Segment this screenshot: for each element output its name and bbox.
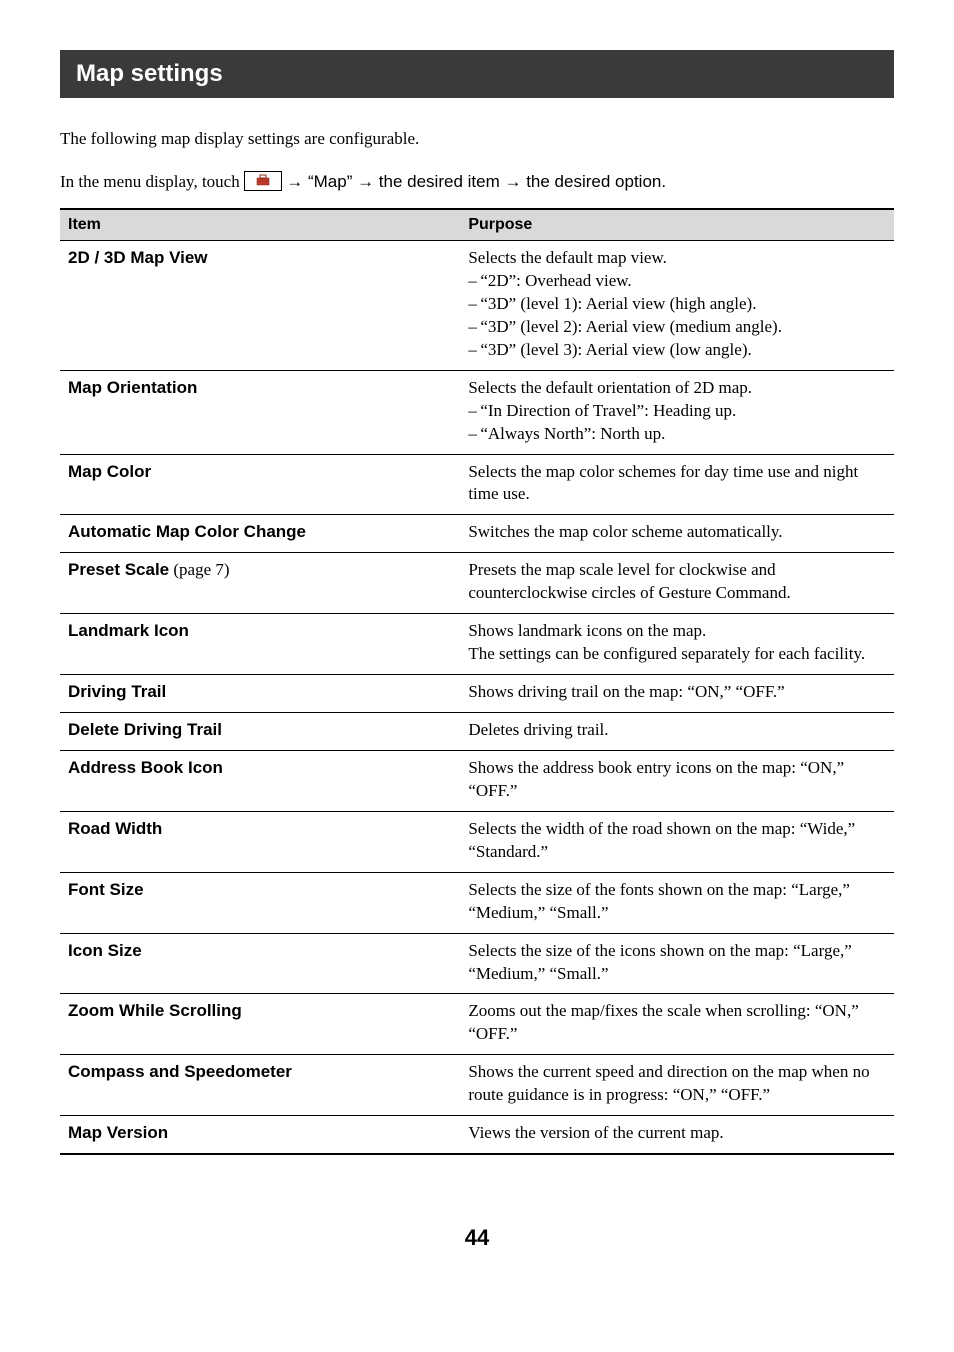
- purpose-cell: Selects the default orientation of 2D ma…: [460, 370, 894, 454]
- item-suffix: (page 7): [169, 560, 229, 579]
- purpose-bullets: “In Direction of Travel”: Heading up.“Al…: [468, 400, 886, 446]
- purpose-cell: Shows driving trail on the map: “ON,” “O…: [460, 675, 894, 713]
- purpose-text: Shows driving trail on the map: “ON,” “O…: [468, 681, 886, 704]
- table-row: Driving Trail Shows driving trail on the …: [60, 675, 894, 713]
- purpose-text: Selects the default orientation of 2D ma…: [468, 377, 886, 400]
- item-label: Address Book Icon: [68, 758, 223, 777]
- intro-suffix: → “Map” → the desired item → the desired…: [286, 172, 666, 191]
- table-row: Address Book Icon Shows the address book …: [60, 750, 894, 811]
- table-row: Automatic Map Color Change Switches the m…: [60, 515, 894, 553]
- table-row: Map Color Selects the map color schemes f…: [60, 454, 894, 515]
- purpose-text: Shows the current speed and direction on…: [468, 1061, 886, 1107]
- purpose-bullet: “3D” (level 2): Aerial view (medium angl…: [468, 316, 886, 339]
- purpose-cell: Zooms out the map/fixes the scale when s…: [460, 994, 894, 1055]
- table-row: Compass and Speedometer Shows the current…: [60, 1055, 894, 1116]
- purpose-text: Selects the default map view.: [468, 247, 886, 270]
- item-label: Driving Trail: [68, 682, 166, 701]
- purpose-bullet: “2D”: Overhead view.: [468, 270, 886, 293]
- item-cell: Icon Size: [60, 933, 460, 994]
- item-cell: 2D / 3D Map View: [60, 241, 460, 371]
- purpose-cell: Views the version of the current map.: [460, 1116, 894, 1154]
- purpose-cell: Presets the map scale level for clockwis…: [460, 553, 894, 614]
- item-cell: Address Book Icon: [60, 750, 460, 811]
- intro-prefix: In the menu display, touch: [60, 172, 244, 191]
- item-label: 2D / 3D Map View: [68, 248, 208, 267]
- purpose-text: Switches the map color scheme automatica…: [468, 521, 886, 544]
- purpose-cell: Selects the width of the road shown on t…: [460, 811, 894, 872]
- purpose-text: Views the version of the current map.: [468, 1122, 886, 1145]
- col-header-purpose: Purpose: [460, 209, 894, 241]
- purpose-text: Selects the width of the road shown on t…: [468, 818, 886, 864]
- purpose-cell: Shows the current speed and direction on…: [460, 1055, 894, 1116]
- purpose-bullets: “2D”: Overhead view.“3D” (level 1): Aeri…: [468, 270, 886, 362]
- purpose-text: Shows the address book entry icons on th…: [468, 757, 886, 803]
- table-row: Landmark Icon Shows landmark icons on the…: [60, 614, 894, 675]
- settings-table: Item Purpose 2D / 3D Map View Selects the…: [60, 208, 894, 1155]
- item-cell: Zoom While Scrolling: [60, 994, 460, 1055]
- item-label: Font Size: [68, 880, 144, 899]
- table-row: 2D / 3D Map View Selects the default map …: [60, 241, 894, 371]
- item-label: Automatic Map Color Change: [68, 522, 306, 541]
- item-label: Icon Size: [68, 941, 142, 960]
- purpose-cell: Selects the size of the fonts shown on t…: [460, 872, 894, 933]
- item-cell: Map Color: [60, 454, 460, 515]
- col-header-item: Item: [60, 209, 460, 241]
- section-title: Map settings: [60, 50, 894, 98]
- page-number: 44: [60, 1225, 894, 1251]
- item-cell: Delete Driving Trail: [60, 713, 460, 751]
- table-row: Map Orientation Selects the default orien…: [60, 370, 894, 454]
- table-row: Map Version Views the version of the curr…: [60, 1116, 894, 1154]
- purpose-cell: Selects the map color schemes for day ti…: [460, 454, 894, 515]
- item-cell: Font Size: [60, 872, 460, 933]
- purpose-cell: Selects the default map view.“2D”: Overh…: [460, 241, 894, 371]
- purpose-text: Selects the size of the icons shown on t…: [468, 940, 886, 986]
- table-row: Road Width Selects the width of the road …: [60, 811, 894, 872]
- item-label: Map Version: [68, 1123, 168, 1142]
- purpose-text: Presets the map scale level for clockwis…: [468, 559, 886, 605]
- item-label: Compass and Speedometer: [68, 1062, 292, 1081]
- purpose-text: Selects the map color schemes for day ti…: [468, 461, 886, 507]
- purpose-text: Shows landmark icons on the map.The sett…: [468, 620, 886, 666]
- table-row: Preset Scale (page 7)Presets the map sca…: [60, 553, 894, 614]
- purpose-cell: Switches the map color scheme automatica…: [460, 515, 894, 553]
- purpose-bullet: “3D” (level 1): Aerial view (high angle)…: [468, 293, 886, 316]
- item-cell: Landmark Icon: [60, 614, 460, 675]
- item-label: Landmark Icon: [68, 621, 189, 640]
- purpose-text: Deletes driving trail.: [468, 719, 886, 742]
- item-label: Road Width: [68, 819, 162, 838]
- purpose-cell: Deletes driving trail.: [460, 713, 894, 751]
- purpose-cell: Shows landmark icons on the map.The sett…: [460, 614, 894, 675]
- table-row: Delete Driving Trail Deletes driving trai…: [60, 713, 894, 751]
- purpose-cell: Shows the address book entry icons on th…: [460, 750, 894, 811]
- item-cell: Map Orientation: [60, 370, 460, 454]
- purpose-text: Zooms out the map/fixes the scale when s…: [468, 1000, 886, 1046]
- table-row: Font Size Selects the size of the fonts s…: [60, 872, 894, 933]
- item-label: Preset Scale: [68, 560, 169, 579]
- item-cell: Preset Scale (page 7): [60, 553, 460, 614]
- page: Map settings The following map display s…: [0, 0, 954, 1291]
- item-label: Zoom While Scrolling: [68, 1001, 242, 1020]
- purpose-cell: Selects the size of the icons shown on t…: [460, 933, 894, 994]
- item-label: Map Color: [68, 462, 151, 481]
- intro-line-1: The following map display settings are c…: [60, 126, 894, 152]
- item-cell: Automatic Map Color Change: [60, 515, 460, 553]
- item-label: Map Orientation: [68, 378, 197, 397]
- purpose-bullet: “Always North”: North up.: [468, 423, 886, 446]
- table-row: Icon Size Selects the size of the icons s…: [60, 933, 894, 994]
- toolbox-icon: [244, 171, 282, 191]
- item-cell: Map Version: [60, 1116, 460, 1154]
- purpose-bullet: “3D” (level 3): Aerial view (low angle).: [468, 339, 886, 362]
- item-cell: Compass and Speedometer: [60, 1055, 460, 1116]
- item-cell: Road Width: [60, 811, 460, 872]
- table-row: Zoom While Scrolling Zooms out the map/fi…: [60, 994, 894, 1055]
- purpose-bullet: “In Direction of Travel”: Heading up.: [468, 400, 886, 423]
- purpose-text: Selects the size of the fonts shown on t…: [468, 879, 886, 925]
- item-cell: Driving Trail: [60, 675, 460, 713]
- intro-line-2: In the menu display, touch → “Map” → the…: [60, 169, 894, 195]
- item-label: Delete Driving Trail: [68, 720, 222, 739]
